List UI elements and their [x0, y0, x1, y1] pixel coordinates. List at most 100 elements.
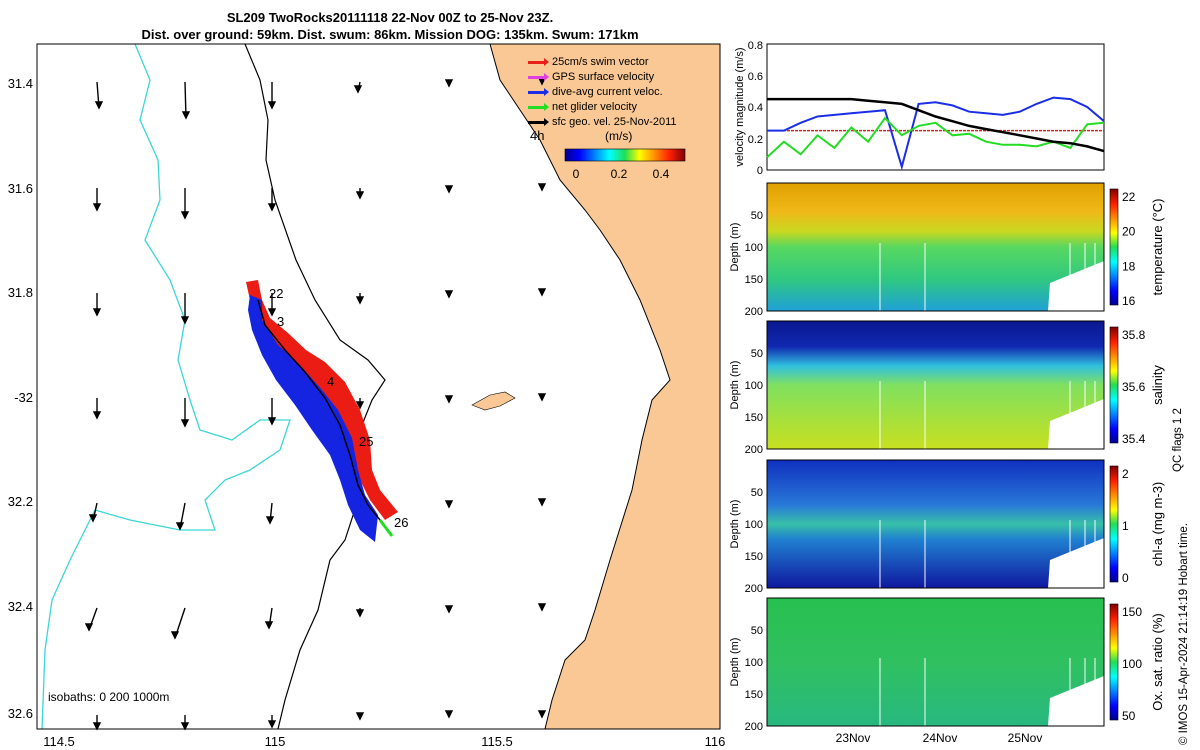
geo-arrow-head: [267, 417, 277, 426]
cbar-tick: 20: [1122, 225, 1136, 239]
current-vector-band: [248, 295, 378, 542]
depth-tick: 100: [745, 242, 763, 254]
net-velocity-arrow: [378, 519, 394, 537]
coastline: [489, 44, 671, 729]
geo-arrow-head: [92, 722, 102, 731]
geo-arrow-head: [180, 211, 190, 220]
depth-tick: 100: [745, 519, 763, 531]
geo-arrow-head: [170, 631, 180, 640]
vel-ytick: 0.2: [748, 134, 763, 146]
geo-arrow-head: [353, 85, 363, 94]
vel-ylabel: velocity magnitude (m/s): [734, 47, 746, 166]
map-legend: 25cm/s swim vector GPS surface velocity di…: [528, 55, 708, 130]
legend-label: sfc geo. vel. 25-Nov-2011: [552, 116, 677, 128]
cbar-tick: 22: [1122, 190, 1136, 204]
geo-arrow-head: [537, 498, 547, 507]
cbar-tick: 1: [1122, 519, 1129, 533]
island-rottnest: [471, 391, 516, 411]
isobath-1000: [41, 44, 291, 729]
section-panel-salinity: 50 100 150 200 Depth (m) 35.4 35.6 35.8 salinity: [729, 320, 1165, 456]
cbar-tick: 35.6: [1122, 380, 1146, 394]
time-tick: 23Nov: [836, 731, 871, 745]
depth-tick: 150: [745, 412, 763, 424]
geo-arrow-head: [88, 514, 98, 523]
cbar-label: Ox. sat. ratio (%): [1150, 613, 1165, 711]
cbar-label: temperature (°C): [1150, 199, 1165, 296]
cbar-tick: 50: [1122, 709, 1136, 723]
map-ytick: 31.8: [8, 285, 33, 300]
title-line-1: SL209 TwoRocks20111118 22-Nov 00Z to 25-…: [226, 10, 554, 25]
map-cbar-tick: 0.2: [611, 167, 628, 181]
cbar-label: chl-a (mg m-3): [1150, 482, 1165, 567]
depth-tick: 100: [745, 657, 763, 669]
map-colorbar: [564, 148, 686, 162]
cbar-tick: 100: [1122, 657, 1142, 671]
map-ytick: 32.6: [8, 706, 33, 721]
map-y-ticks: 31.4 31.6 31.8 -32 32.2 32.4 32.6: [8, 76, 33, 721]
legend-label: dive-avg current veloc.: [552, 86, 663, 98]
glider-track: [246, 280, 398, 542]
geo-arrow-head: [175, 522, 185, 531]
section-field: [767, 598, 1104, 726]
geo-arrow-head: [537, 288, 547, 297]
cbar-tick: 150: [1122, 605, 1142, 619]
geo-arrow-head: [355, 609, 365, 618]
day-label-22: 22: [269, 286, 283, 301]
map-ytick: 31.4: [8, 76, 33, 91]
legend-swatch: [528, 58, 549, 66]
depth-tick: 100: [745, 380, 763, 392]
geo-arrow-head: [537, 710, 547, 719]
geo-arrow-head: [537, 183, 547, 192]
cbar-tick: 16: [1122, 294, 1136, 308]
depth-tick: 200: [745, 583, 763, 595]
section-colorbar: [1109, 465, 1119, 583]
velocity-series-line: [767, 97, 1105, 153]
day-label-26: 26: [394, 515, 408, 530]
legend-label: net glider velocity: [552, 101, 637, 113]
geo-arrow-head: [267, 720, 277, 729]
hour-label: 4h: [530, 128, 544, 143]
section-ylabel: Depth (m): [729, 638, 741, 687]
map-panel: 22 3 4 25 26 4h 114.5 115 115.5 116 31.4…: [8, 43, 726, 749]
section-colorbar: [1109, 326, 1119, 444]
map-xtick: 116: [705, 734, 726, 749]
map-ytick: -32: [14, 390, 33, 405]
geostrophic-arrows: [84, 77, 547, 731]
map-xtick: 115: [265, 734, 286, 749]
map-xtick: 114.5: [43, 734, 75, 749]
legend-label: GPS surface velocity: [552, 71, 655, 83]
geo-arrow-head: [180, 722, 190, 731]
track-line: [257, 299, 381, 521]
qc-flags-label: QC flags 1 2: [1172, 408, 1184, 472]
geo-arrow-head: [180, 316, 190, 325]
depth-tick: 150: [745, 551, 763, 563]
section-colorbar: [1109, 603, 1119, 721]
map-colorbar-units: (m/s): [605, 129, 633, 143]
section-ylabel: Depth (m): [729, 223, 741, 272]
depth-tick: 50: [751, 348, 763, 360]
map-cbar-tick: 0: [573, 167, 580, 181]
land-polygon: [490, 44, 720, 729]
geo-arrow-head: [444, 185, 454, 194]
legend-swatch: [528, 103, 549, 111]
depth-tick: 50: [751, 487, 763, 499]
depth-tick: 150: [745, 689, 763, 701]
geo-arrow-head: [444, 710, 454, 719]
geo-arrow-head: [267, 308, 277, 317]
cbar-tick: 35.4: [1122, 432, 1146, 446]
geo-arrow-head: [267, 101, 277, 110]
map-ytick: 31.6: [8, 181, 33, 196]
depth-tick: 150: [745, 274, 763, 286]
geo-arrow-head: [180, 419, 190, 428]
vel-ytick: 0.4: [748, 102, 763, 114]
cbar-tick: 35.8: [1122, 328, 1146, 342]
legend-item: GPS surface velocity: [528, 70, 708, 85]
credit-text: © IMOS 15-Apr-2024 21:14:19 Hobart time.: [1178, 523, 1190, 745]
velocity-series-line: [767, 96, 1105, 171]
legend-item: dive-avg current veloc.: [528, 85, 708, 100]
map-xtick: 115.5: [481, 734, 513, 749]
legend-item: sfc geo. vel. 25-Nov-2011: [528, 115, 708, 130]
isobaths-label: isobaths: 0 200 1000m: [48, 690, 170, 704]
